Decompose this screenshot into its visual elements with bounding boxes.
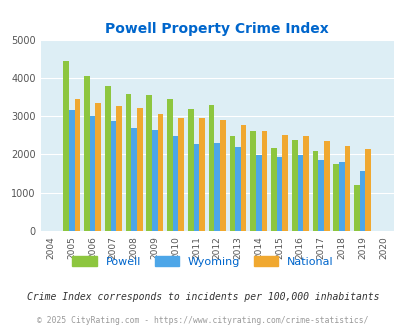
Bar [208,105,214,231]
Bar [364,149,370,231]
Bar [338,162,344,231]
Bar [323,141,329,231]
Text: Crime Index corresponds to incidents per 100,000 inhabitants: Crime Index corresponds to incidents per… [27,292,378,302]
Bar [178,118,183,231]
Bar [136,108,142,231]
Bar [255,155,261,231]
Bar [84,76,90,231]
Bar [229,136,234,231]
Bar [110,121,116,231]
Bar [359,171,364,231]
Bar [312,151,318,231]
Bar [146,95,152,231]
Bar [220,120,225,231]
Bar [333,164,338,231]
Bar [318,160,323,231]
Bar [271,148,276,231]
Bar [297,155,303,231]
Text: © 2025 CityRating.com - https://www.cityrating.com/crime-statistics/: © 2025 CityRating.com - https://www.city… [37,316,368,325]
Bar [152,130,157,231]
Bar [261,131,266,231]
Bar [199,118,205,231]
Bar [157,114,163,231]
Title: Powell Property Crime Index: Powell Property Crime Index [105,22,328,36]
Bar [188,109,193,231]
Bar [250,131,255,231]
Bar [234,147,240,231]
Bar [344,147,350,231]
Bar [173,136,178,231]
Bar [90,116,95,231]
Bar [276,157,281,231]
Bar [214,143,220,231]
Bar [281,135,287,231]
Bar [104,85,110,231]
Bar [291,140,297,231]
Legend: Powell, Wyoming, National: Powell, Wyoming, National [72,255,333,267]
Bar [69,111,75,231]
Bar [63,61,69,231]
Bar [240,125,246,231]
Bar [354,185,359,231]
Bar [75,99,80,231]
Bar [116,106,121,231]
Bar [303,136,308,231]
Bar [95,103,101,231]
Bar [131,128,136,231]
Bar [126,94,131,231]
Bar [167,99,173,231]
Bar [193,144,199,231]
